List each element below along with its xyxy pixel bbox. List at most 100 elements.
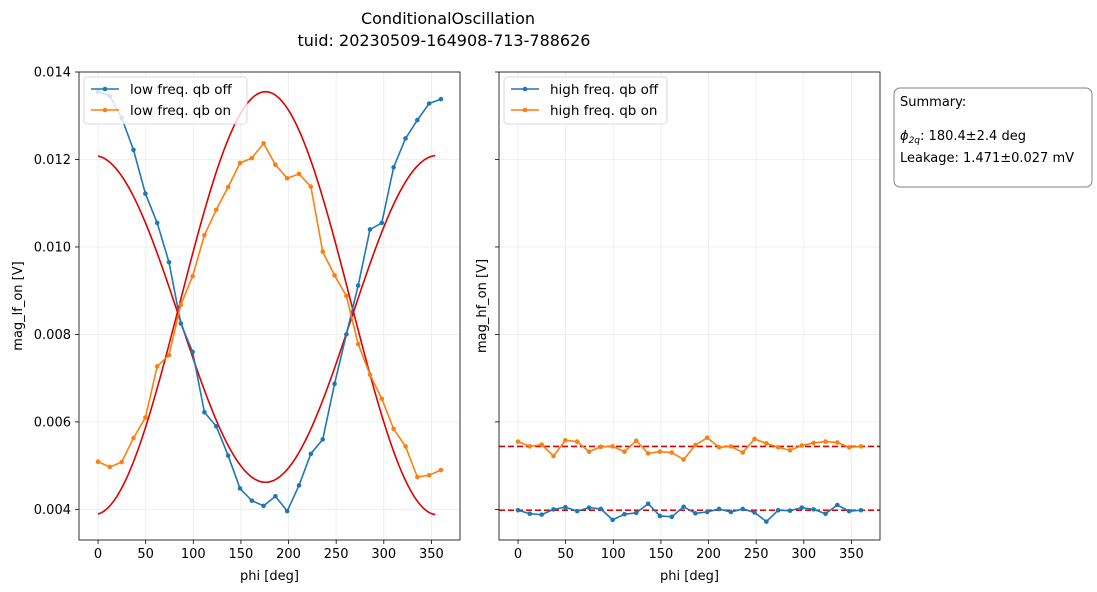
data-point xyxy=(622,449,627,454)
legend-marker xyxy=(522,107,528,113)
data-point xyxy=(539,442,544,447)
legend-marker xyxy=(102,107,108,113)
x-tick-label: 200 xyxy=(696,547,721,562)
data-point xyxy=(586,505,592,510)
data-point xyxy=(284,508,290,514)
data-point xyxy=(166,352,172,358)
data-point xyxy=(704,435,710,440)
y-axis-label: mag_hf_on [V] xyxy=(475,259,490,353)
data-point xyxy=(154,220,160,226)
data-point xyxy=(213,423,219,429)
data-point xyxy=(563,437,568,443)
data-point xyxy=(308,451,314,457)
data-point xyxy=(527,444,533,449)
x-tick-label: 350 xyxy=(419,547,444,562)
data-point xyxy=(273,493,278,499)
data-point xyxy=(355,283,361,288)
legend-label: low freq. qb on xyxy=(130,103,231,119)
data-point xyxy=(296,171,302,177)
data-point xyxy=(752,510,757,515)
data-point xyxy=(426,101,432,106)
data-point xyxy=(551,453,556,459)
x-tick-label: 50 xyxy=(557,547,574,562)
data-point xyxy=(107,464,113,470)
data-point xyxy=(657,449,663,454)
data-point xyxy=(574,508,580,514)
x-tick-label: 100 xyxy=(601,547,626,562)
data-point xyxy=(284,175,290,181)
data-point xyxy=(225,184,231,190)
data-point xyxy=(681,504,686,510)
legend-label: high freq. qb on xyxy=(550,103,657,119)
y-tick-label: 0.008 xyxy=(34,328,71,343)
x-tick-label: 0 xyxy=(514,547,522,562)
x-tick-label: 250 xyxy=(744,547,769,562)
legend-label: low freq. qb off xyxy=(130,82,232,98)
data-point xyxy=(799,443,805,448)
data-point xyxy=(728,444,734,449)
data-point xyxy=(716,444,722,450)
data-point xyxy=(551,507,556,512)
x-tick-label: 350 xyxy=(839,547,864,562)
x-axis-label: phi [deg] xyxy=(660,569,719,584)
data-point xyxy=(95,459,101,465)
data-point xyxy=(574,439,580,444)
data-point xyxy=(379,220,385,226)
data-point xyxy=(728,509,734,515)
data-point xyxy=(858,507,864,513)
data-point xyxy=(332,273,337,278)
x-tick-label: 200 xyxy=(276,547,301,562)
y-tick-label: 0.010 xyxy=(34,240,71,255)
data-point xyxy=(799,505,805,510)
fit-curve-1 xyxy=(97,154,436,484)
y-tick-label: 0.006 xyxy=(34,415,71,430)
legend-frame xyxy=(503,76,668,125)
data-point xyxy=(202,232,207,238)
series-line-1 xyxy=(517,436,862,461)
data-point xyxy=(190,273,195,279)
data-point xyxy=(622,511,627,517)
data-point xyxy=(657,513,663,519)
data-point xyxy=(515,439,521,444)
data-point xyxy=(190,349,195,355)
data-point xyxy=(835,440,840,445)
data-point xyxy=(787,448,793,453)
data-point xyxy=(764,441,769,446)
data-point xyxy=(249,155,255,161)
axes-frame xyxy=(78,71,461,541)
data-point xyxy=(131,435,136,441)
data-point xyxy=(403,444,408,449)
data-point xyxy=(143,415,148,420)
data-point xyxy=(811,507,816,512)
data-point xyxy=(681,457,686,462)
data-point xyxy=(415,474,420,480)
data-point xyxy=(563,504,568,510)
left-panel: 0 50 100 150 200 250 300 350 0.004 0.006 0.008 0.01… xyxy=(11,66,461,584)
series-line-0 xyxy=(517,502,862,523)
series-line-0 xyxy=(97,90,442,513)
data-point xyxy=(261,140,266,146)
data-point xyxy=(131,147,136,153)
data-point xyxy=(527,511,533,517)
data-point xyxy=(669,450,675,455)
data-point xyxy=(213,207,219,213)
data-point xyxy=(237,160,243,166)
data-point xyxy=(178,302,184,307)
summary-box-frame xyxy=(893,87,1093,188)
data-point xyxy=(858,444,864,449)
summary-box: Summary: ϕ2q: 180.4±2.4 deg Leakage: 1.4… xyxy=(893,87,1093,188)
data-point xyxy=(598,506,604,512)
data-point xyxy=(633,510,639,516)
data-point xyxy=(539,512,544,517)
summary-heading: Summary: xyxy=(900,95,966,110)
data-point xyxy=(332,381,337,387)
data-point xyxy=(308,184,314,189)
data-point xyxy=(119,459,124,465)
data-point xyxy=(740,506,746,512)
data-point xyxy=(693,511,698,516)
y-tick-label: 0.004 xyxy=(34,503,71,518)
summary-phi-symbol: ϕ xyxy=(900,129,909,144)
data-point xyxy=(515,507,521,513)
data-point xyxy=(823,511,828,517)
x-tick-label: 150 xyxy=(649,547,674,562)
